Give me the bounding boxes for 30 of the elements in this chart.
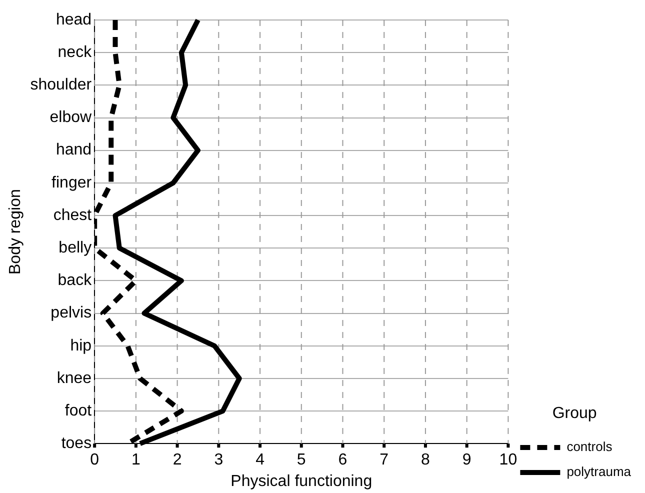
y-tick-label: hip — [70, 337, 92, 354]
x-tick-label: 5 — [296, 452, 306, 469]
y-tick-label: pelvis — [50, 304, 92, 322]
y-tick-label: toes — [61, 435, 92, 452]
x-tick-label: 4 — [256, 452, 265, 469]
x-tick-label: 6 — [338, 452, 348, 469]
y-tick-label: chest — [53, 206, 92, 224]
y-tick-label: elbow — [50, 109, 92, 126]
y-tick-label: belly — [58, 240, 92, 256]
y-tick-label: shoulder — [30, 76, 92, 94]
x-axis-title: Physical functioning — [230, 472, 372, 490]
x-tick-label: 9 — [462, 452, 472, 469]
y-tick-label: neck — [58, 44, 93, 61]
y-axis-title: Body region — [7, 189, 24, 274]
legend-label: polytrauma — [566, 464, 632, 480]
y-tick-label: back — [58, 272, 93, 290]
x-tick-label: 8 — [421, 452, 430, 469]
x-tick-label: 7 — [380, 452, 389, 469]
x-tick-label: 10 — [499, 452, 518, 469]
legend-title: Group — [552, 405, 597, 422]
y-tick-label: finger — [52, 174, 92, 192]
x-tick-label: 3 — [214, 452, 224, 469]
y-tick-label: foot — [64, 402, 92, 420]
x-tick-label: 0 — [90, 452, 100, 469]
x-tick-label: 1 — [131, 452, 140, 469]
legend-label: controls — [566, 439, 613, 454]
y-tick-label: hand — [56, 142, 92, 159]
y-tick-label: knee — [56, 370, 92, 387]
y-tick-label: head — [56, 11, 92, 28]
x-tick-label: 2 — [172, 452, 182, 469]
